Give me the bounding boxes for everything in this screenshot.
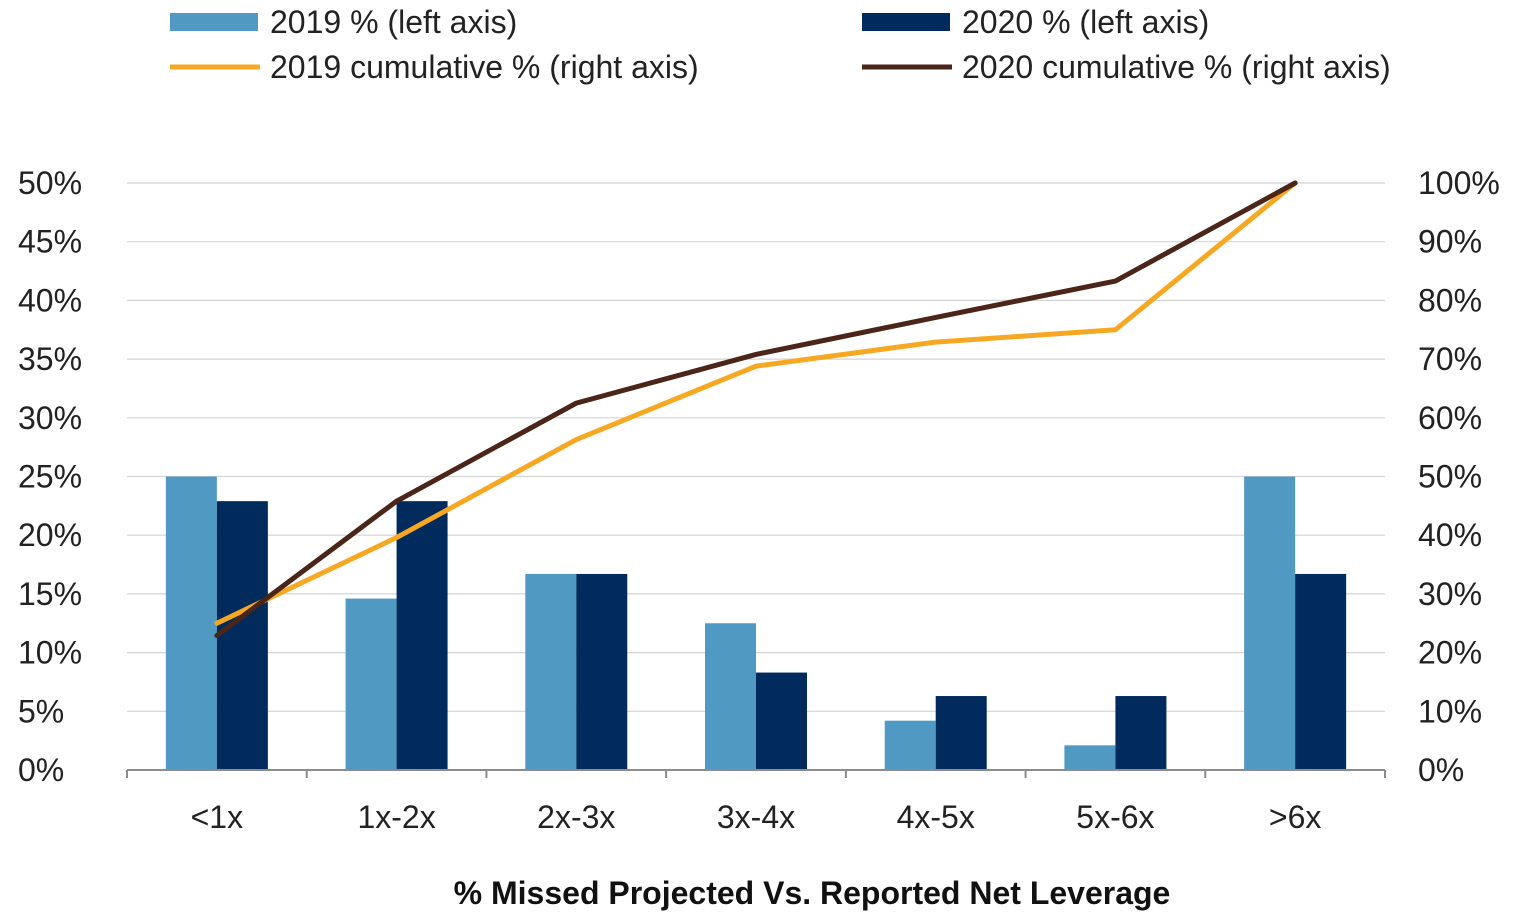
left-tick-label: 50% [18,165,82,201]
right-tick-label: 40% [1418,517,1482,553]
legend-swatch [170,13,258,31]
right-axis-tick-labels: 0% 10% 20% 30% 40% 50% 60% 70% 80% 90% 100% [1418,165,1500,788]
x-tick-label: 1x-2x [357,799,435,835]
right-tick-label: 90% [1418,224,1482,260]
bar-2019-5 [1064,745,1116,770]
left-tick-label: 45% [18,224,82,260]
bars [165,476,1347,770]
x-tick-label: 4x-5x [897,799,975,835]
legend-swatch [862,13,950,31]
legend: 2019 % (left axis) 2020 % (left axis) 2019… [170,4,1391,85]
bar-2019-0 [165,476,217,770]
left-tick-label: 5% [18,693,64,729]
right-tick-label: 50% [1418,459,1482,495]
x-axis-tick-labels: <1x 1x-2x 2x-3x 3x-4x 4x-5x 5x-6x >6x [191,799,1322,835]
lines [214,180,1298,639]
right-tick-label: 100% [1418,165,1500,201]
left-tick-label: 20% [18,517,82,553]
x-tick-label: 5x-6x [1076,799,1154,835]
left-tick-label: 30% [18,400,82,436]
bar-2020-4 [935,696,987,770]
left-tick-label: 10% [18,635,82,671]
x-tick-label: <1x [191,799,243,835]
bar-2019-1 [345,598,397,770]
x-tick-label: 2x-3x [537,799,615,835]
x-axis-title: % Missed Projected Vs. Reported Net Leve… [454,875,1171,911]
right-tick-label: 80% [1418,282,1482,318]
gridlines [127,182,1385,712]
bar-2019-4 [884,720,936,770]
left-tick-label: 15% [18,576,82,612]
left-tick-label: 25% [18,459,82,495]
line-2019-cumulative [214,180,1298,626]
x-tick-label: 3x-4x [717,799,795,835]
left-tick-label: 35% [18,341,82,377]
left-axis-tick-labels: 0% 5% 10% 15% 20% 25% 30% 35% 40% 45% 50% [18,165,82,788]
bar-2020-3 [756,672,807,770]
axes [126,769,1386,778]
legend-label: 2019 cumulative % (right axis) [270,49,699,85]
bar-2019-3 [705,623,756,770]
legend-label: 2019 % (left axis) [270,4,517,40]
line-2020-cumulative [214,180,1298,639]
legend-label: 2020 % (left axis) [962,4,1209,40]
right-tick-label: 70% [1418,341,1482,377]
x-tick-label: >6x [1269,799,1321,835]
legend-label: 2020 cumulative % (right axis) [962,49,1391,85]
bar-2020-2 [576,573,628,770]
right-tick-label: 30% [1418,576,1482,612]
bar-2019-2 [525,573,577,770]
left-tick-label: 0% [18,752,64,788]
left-tick-label: 40% [18,282,82,318]
bar-2020-0 [216,501,268,770]
right-tick-label: 60% [1418,400,1482,436]
bar-2020-1 [396,501,448,770]
right-tick-label: 20% [1418,635,1482,671]
right-tick-label: 10% [1418,693,1482,729]
right-tick-label: 0% [1418,752,1464,788]
bar-2019-6 [1244,476,1296,770]
bar-2020-5 [1115,696,1167,770]
bar-2020-6 [1295,573,1347,770]
